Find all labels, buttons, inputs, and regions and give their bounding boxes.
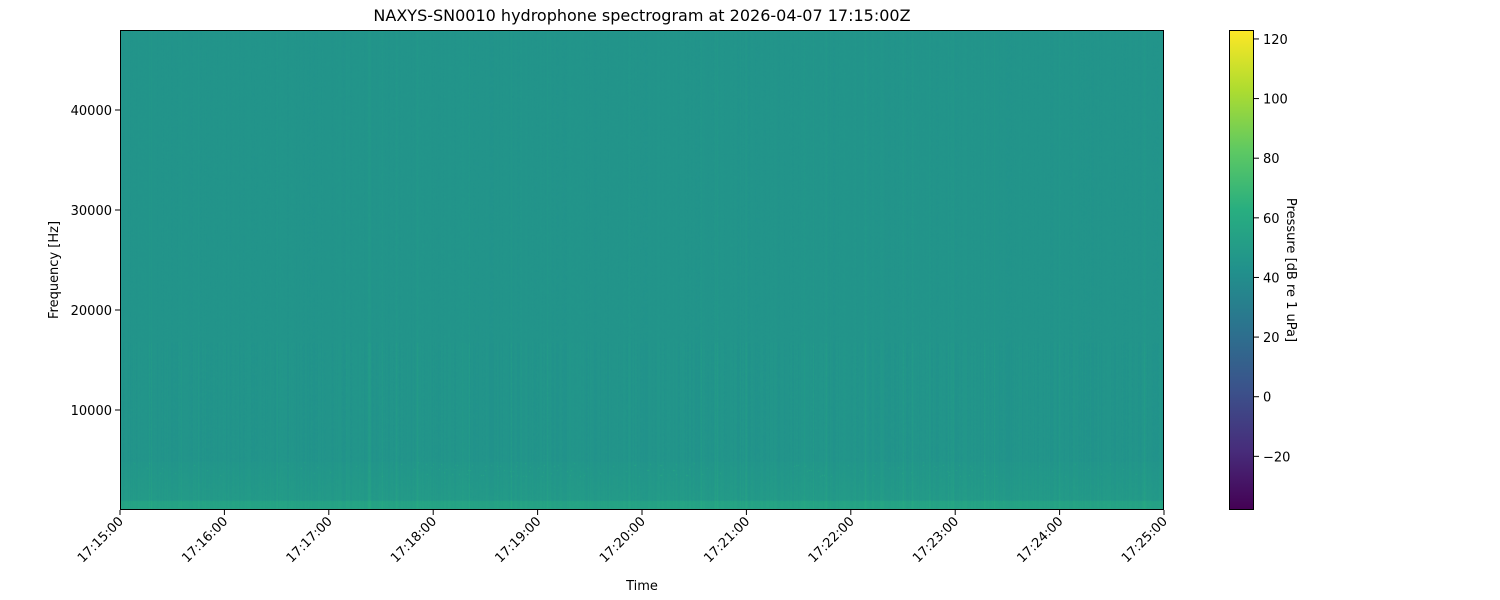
x-tick-label: 17:17:00 [284, 514, 336, 566]
colorbar-tick-label: 20 [1263, 331, 1280, 346]
x-tick-label: 17:23:00 [910, 514, 962, 566]
spectrogram-area [120, 30, 1164, 510]
y-tick-label: 30000 [71, 204, 112, 219]
spectrogram-image [120, 30, 1164, 510]
y-axis: 10000 20000 30000 40000 [71, 104, 120, 419]
colorbar-axis: −20 0 20 40 60 80 100 120 [1254, 33, 1290, 465]
colorbar-tick-label: 0 [1263, 391, 1271, 406]
x-tick-label: 17:20:00 [597, 514, 649, 566]
x-tick-label: 17:19:00 [493, 514, 545, 566]
colorbar-tick-label: 40 [1263, 271, 1280, 286]
colorbar-tick-label: 80 [1263, 152, 1280, 167]
plot-frame [120, 30, 1164, 510]
colorbar [1229, 30, 1254, 510]
y-axis-label: Frequency [Hz] [47, 221, 62, 319]
colorbar-tick-label: 60 [1263, 212, 1280, 227]
x-tick-label: 17:24:00 [1015, 514, 1067, 566]
colorbar-tick-label: −20 [1263, 450, 1290, 465]
x-axis: 17:15:00 17:16:00 17:17:00 17:18:00 17:19:00… [75, 510, 1171, 566]
colorbar-tick-label: 100 [1263, 93, 1288, 108]
x-axis-label: Time [625, 579, 658, 594]
y-tick-label: 20000 [71, 304, 112, 319]
x-tick-label: 17:25:00 [1119, 514, 1171, 566]
x-tick-label: 17:16:00 [179, 514, 231, 566]
x-tick-label: 17:21:00 [701, 514, 753, 566]
y-tick-label: 40000 [71, 104, 112, 119]
x-tick-label: 17:15:00 [75, 514, 127, 566]
x-tick-label: 17:18:00 [388, 514, 440, 566]
colorbar-label: Pressure [dB re 1 uPa] [1283, 198, 1298, 342]
colorbar-tick-label: 120 [1263, 33, 1288, 48]
y-tick-label: 10000 [71, 404, 112, 419]
x-tick-label: 17:22:00 [806, 514, 858, 566]
chart-title: NAXYS-SN0010 hydrophone spectrogram at 2… [373, 6, 910, 25]
